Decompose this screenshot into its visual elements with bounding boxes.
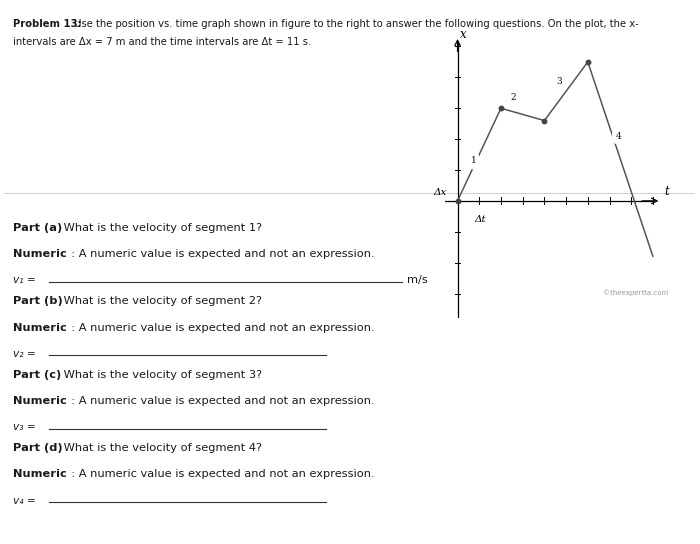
Text: Δx: Δx <box>433 188 446 197</box>
Text: : A numeric value is expected and not an expression.: : A numeric value is expected and not an… <box>64 396 375 406</box>
Circle shape <box>612 128 624 144</box>
Text: ©theexpertta.com: ©theexpertta.com <box>603 289 668 295</box>
Text: v₁ =: v₁ = <box>13 275 35 285</box>
Text: Part (a): Part (a) <box>13 223 62 233</box>
Circle shape <box>507 89 519 106</box>
Text: x: x <box>460 28 467 41</box>
Text: t: t <box>664 186 669 199</box>
Text: Use the position vs. time graph shown in figure to the right to answer the follo: Use the position vs. time graph shown in… <box>71 19 638 29</box>
Text: Numeric: Numeric <box>13 396 66 406</box>
Text: Problem 13:: Problem 13: <box>13 19 81 29</box>
Text: Numeric: Numeric <box>13 469 66 479</box>
Text: Part (d): Part (d) <box>13 443 62 453</box>
Text: : A numeric value is expected and not an expression.: : A numeric value is expected and not an… <box>64 323 375 332</box>
Circle shape <box>554 73 566 90</box>
Text: Part (c): Part (c) <box>13 370 61 380</box>
Text: v₄ =: v₄ = <box>13 496 35 505</box>
Text: What is the velocity of segment 1?: What is the velocity of segment 1? <box>60 223 262 233</box>
Text: What is the velocity of segment 4?: What is the velocity of segment 4? <box>60 443 262 453</box>
Circle shape <box>468 152 480 169</box>
Text: : A numeric value is expected and not an expression.: : A numeric value is expected and not an… <box>64 249 375 259</box>
Text: What is the velocity of segment 2?: What is the velocity of segment 2? <box>60 296 262 306</box>
Text: v₃ =: v₃ = <box>13 422 35 432</box>
Text: Numeric: Numeric <box>13 323 66 332</box>
Text: What is the velocity of segment 3?: What is the velocity of segment 3? <box>60 370 262 380</box>
Text: 3: 3 <box>556 77 562 86</box>
Text: Numeric: Numeric <box>13 249 66 259</box>
Text: v₂ =: v₂ = <box>13 349 35 358</box>
Text: Part (b): Part (b) <box>13 296 62 306</box>
Text: 4: 4 <box>615 132 621 140</box>
Text: : A numeric value is expected and not an expression.: : A numeric value is expected and not an… <box>64 469 375 479</box>
Text: m/s: m/s <box>407 275 428 285</box>
Text: Δt: Δt <box>475 215 486 224</box>
Text: 1: 1 <box>471 156 477 165</box>
Text: 2: 2 <box>510 93 516 102</box>
Text: intervals are Δx = 7 m and the time intervals are Δt = 11 s.: intervals are Δx = 7 m and the time inte… <box>13 37 311 47</box>
